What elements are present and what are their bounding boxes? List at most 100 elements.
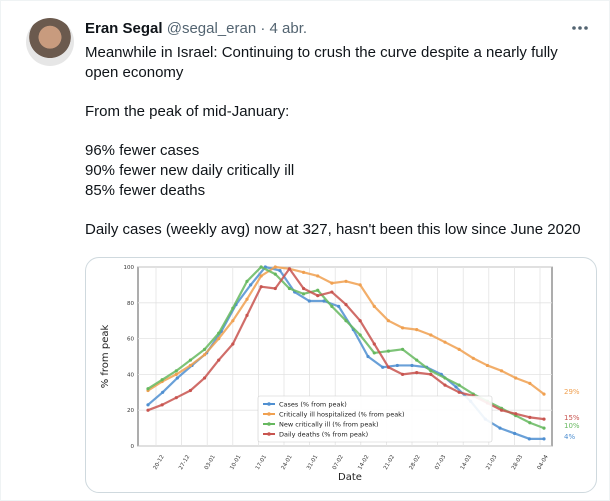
tweet-text-line: open economy (85, 64, 184, 81)
series-point (498, 426, 502, 430)
x-axis-label: Date (338, 472, 362, 483)
series-point (307, 299, 311, 303)
series-point (542, 392, 546, 396)
series-point (146, 408, 150, 412)
chart-svg: 0 20 40 60 80 100 20-12 27-12 03-01 10-01 17-01 24-… (100, 265, 580, 483)
series-point (528, 415, 532, 419)
series-point (410, 363, 414, 368)
series-point (287, 267, 292, 271)
series-point (322, 299, 326, 303)
series-point (245, 297, 249, 301)
series-point (415, 328, 419, 332)
series-point (259, 274, 263, 278)
y-tick-label: 100 (124, 265, 135, 271)
series-point (146, 403, 150, 407)
series-point (316, 294, 320, 298)
legend (257, 395, 493, 443)
series-point (330, 304, 334, 308)
series-point (146, 387, 150, 391)
more-horizontal-icon (572, 26, 588, 30)
series-point (400, 372, 405, 376)
x-tick-label: 10-01 (229, 454, 242, 471)
series-point (443, 340, 447, 344)
tweet-text-line: 96% fewer cases (85, 142, 200, 159)
series-point (542, 437, 546, 441)
author-handle[interactable]: @segal_eran (166, 20, 257, 37)
y-tick-label: 60 (127, 337, 134, 343)
series-point (161, 390, 165, 394)
series-point (381, 365, 385, 369)
series-point (415, 371, 419, 375)
x-tick-label: 20-12 (153, 454, 166, 471)
series-point (202, 376, 207, 380)
x-tick-label: 31-01 (306, 454, 319, 471)
series-point (513, 431, 517, 436)
series-point (514, 376, 518, 380)
series-point (337, 304, 341, 308)
series-point (188, 358, 193, 362)
tweet-media-chart[interactable]: 0 20 40 60 80 100 20-12 27-12 03-01 10-01 17-01 24-… (85, 257, 597, 493)
x-tick-label: 28-03 (511, 454, 524, 471)
y-tick-label: 0 (131, 444, 135, 450)
y-tick-label: 80 (127, 301, 134, 307)
x-tick-label: 07-03 (434, 454, 447, 471)
series-point (273, 265, 277, 269)
series-point (366, 354, 370, 359)
series-point (330, 281, 334, 285)
legend-label: Critically ill hospitalized (% from peak… (279, 411, 404, 419)
series-point (344, 279, 348, 283)
y-tick-label: 40 (127, 372, 134, 378)
series-point (429, 369, 433, 373)
legend-swatch-marker (267, 412, 271, 416)
series-point (372, 342, 376, 346)
series-point (217, 331, 221, 335)
series-point (259, 285, 263, 289)
legend-label: New critically ill (% from peak) (279, 421, 379, 429)
series-point (231, 342, 235, 346)
legend-swatch-marker (267, 422, 271, 426)
series-point (499, 408, 504, 412)
tweet-date[interactable]: 4 abr. (269, 20, 308, 37)
separator: · (260, 20, 266, 37)
series-end-label: 29% (564, 388, 580, 396)
x-tick-label: 04-04 (537, 454, 550, 471)
avatar[interactable] (26, 18, 74, 66)
tweet-text-line: 90% fewer new daily critically ill (85, 162, 295, 179)
y-axis-label: % from peak (100, 325, 111, 389)
tweet-text-line: Daily cases (weekly avg) now at 327, has… (85, 221, 581, 238)
series-point (429, 333, 433, 337)
series-end-label: 15% (564, 414, 580, 422)
series-point (457, 383, 461, 387)
legend-swatch-marker (267, 432, 271, 436)
x-tick-label: 27-12 (178, 454, 191, 471)
x-tick-label: 03-01 (204, 454, 217, 471)
series-point (528, 381, 532, 385)
series-end-label: 10% (564, 422, 580, 430)
series-point (174, 369, 178, 373)
author-name[interactable]: Eran Segal (85, 20, 163, 37)
series-point (527, 437, 531, 441)
series-point (386, 319, 391, 323)
legend-swatch-marker (267, 402, 271, 406)
series-point (454, 385, 458, 389)
series-point (301, 292, 306, 296)
series-point (273, 272, 277, 276)
series-point (386, 365, 391, 369)
series-point (457, 347, 461, 351)
more-horizontal-icon[interactable] (569, 18, 591, 38)
x-tick-label: 28-02 (409, 454, 422, 471)
series-point (217, 358, 221, 362)
x-tick-label: 07-02 (332, 454, 345, 471)
series-point (316, 274, 320, 278)
series-point (330, 290, 334, 294)
series-point (499, 369, 504, 373)
series-point (217, 337, 221, 341)
series-point (358, 333, 362, 337)
series-point (188, 388, 193, 393)
x-tick-label: 21-02 (383, 454, 396, 471)
tweet-text: Meanwhile in Israel: Continuing to crush… (85, 43, 585, 240)
series-point (287, 286, 292, 291)
series-point (160, 403, 164, 407)
series-point (443, 376, 447, 380)
